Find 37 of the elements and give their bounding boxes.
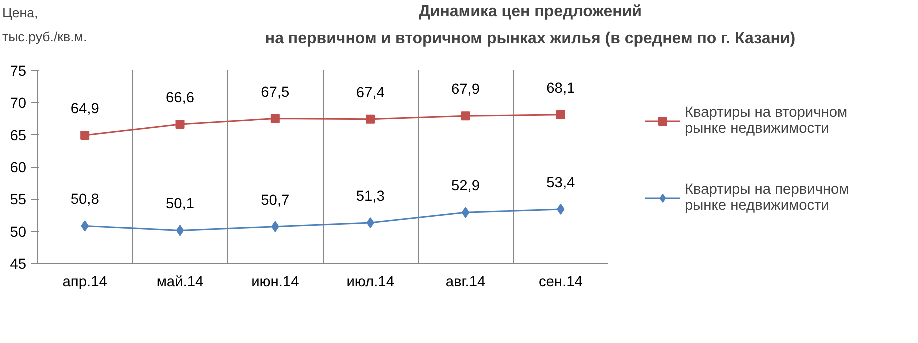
data-label: 68,1: [546, 80, 576, 97]
y-tick-label: 45: [10, 257, 27, 273]
data-label: 52,9: [451, 178, 480, 195]
data-label: 64,9: [70, 101, 100, 118]
data-label: 51,3: [356, 188, 385, 205]
y-tick-label: 65: [10, 128, 27, 144]
y-axis-title: Цена, тыс.руб./кв.м.: [2, 6, 88, 44]
x-tick-label: июл.14: [346, 274, 394, 290]
point: [461, 112, 470, 121]
data-label: 67,4: [356, 85, 385, 102]
y-tick-label: 60: [10, 160, 27, 176]
point: [80, 130, 90, 140]
point: [556, 110, 566, 120]
data-label: 50,1: [166, 196, 195, 213]
x-tick-label: авг.14: [446, 274, 486, 290]
data-label: 67,9: [451, 82, 480, 98]
y-tick-label: 50: [10, 224, 27, 241]
data-label: 50,8: [70, 192, 100, 208]
x-tick-label: июн.14: [252, 274, 300, 290]
y-tick-label: 70: [10, 96, 27, 112]
legend-label: Квартиры на вторичном рынке недвижимости: [685, 105, 848, 137]
legend-label: Квартиры на первичном рынке недвижимости: [685, 182, 850, 214]
chart-title: Динамика цен предложений на первичном и вторичном рынках жилья (в среднем по г. Казани): [265, 4, 796, 48]
x-tick-label: апр.14: [62, 274, 108, 290]
point: [462, 207, 470, 218]
data-label: 50,7: [261, 192, 290, 209]
x-tick-label: май.14: [156, 274, 204, 290]
y-tick-label: 55: [10, 192, 27, 209]
point: [176, 120, 185, 130]
data-label: 53,4: [546, 175, 576, 192]
data-label: 66,6: [166, 90, 195, 107]
x-tick-label: сен.14: [538, 274, 583, 290]
y-tick-label: 75: [10, 64, 27, 80]
point: [270, 114, 280, 124]
point: [366, 114, 376, 124]
point: [176, 225, 184, 236]
data-label: 67,5: [261, 84, 290, 101]
